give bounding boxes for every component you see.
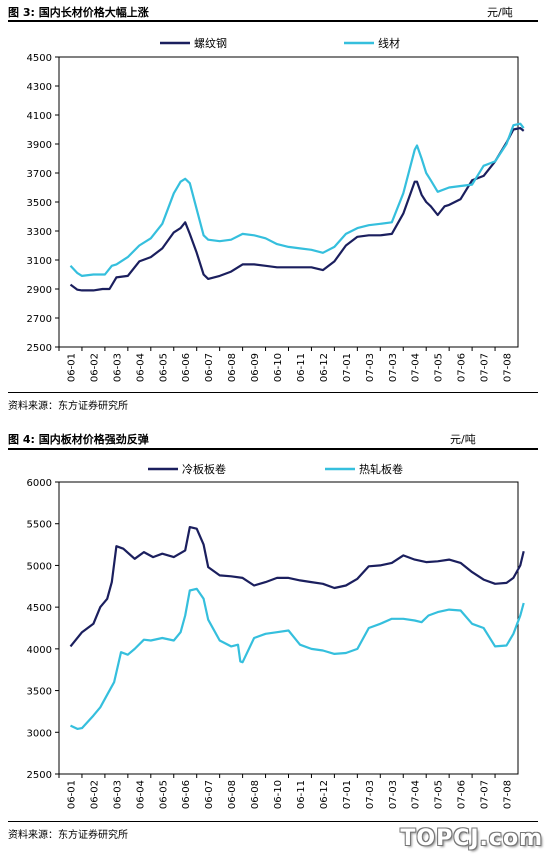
y-tick-label: 2900 xyxy=(27,285,52,296)
x-tick-label: 07-06 xyxy=(457,353,468,382)
x-tick-label: 06-05 xyxy=(158,780,169,809)
x-tick-label: 07-05 xyxy=(434,780,445,809)
y-tick-label: 3500 xyxy=(27,687,52,698)
y-tick-label: 4500 xyxy=(27,53,52,64)
legend-label-0: 冷板板卷 xyxy=(182,462,226,476)
series-line-1 xyxy=(70,587,525,731)
y-tick-label: 2700 xyxy=(27,314,52,325)
chart2-source: 资料来源：东方证券研究所 xyxy=(8,830,128,841)
y-tick-label: 3500 xyxy=(27,198,52,209)
x-tick-label: 07-04 xyxy=(411,780,422,809)
chart1-svg: 2500 2700 2900 3100 3300 3500 3700 3900 4100 4300… xyxy=(27,36,525,382)
x-tick-label: 06-10 xyxy=(273,353,284,382)
x-tick-label: 06-07 xyxy=(204,353,215,382)
watermark-logo: TOPCJ.com xyxy=(400,826,543,851)
y-tick-label: 4500 xyxy=(27,603,52,614)
x-tick-label: 06-06 xyxy=(181,353,192,382)
x-tick-label: 07-03 xyxy=(388,780,399,809)
x-tick-label: 06-03 xyxy=(112,353,123,382)
y-tick-label: 3700 xyxy=(27,169,52,180)
y-tick-label: 2500 xyxy=(27,770,52,781)
series-line-0 xyxy=(69,127,525,292)
x-tick-label: 06-05 xyxy=(158,353,169,382)
x-tick-label: 06-01 xyxy=(66,353,77,382)
legend-label-0: 螺纹钢 xyxy=(194,36,227,50)
x-tick-label: 07-07 xyxy=(480,780,491,809)
x-tick-label: 06-02 xyxy=(89,353,100,382)
x-tick-label: 06-12 xyxy=(319,780,330,809)
x-tick-label: 07-08 xyxy=(503,353,514,382)
chart1-source: 资料来源：东方证券研究所 xyxy=(8,401,128,412)
y-tick-label: 4000 xyxy=(27,645,52,656)
y-tick-label: 6000 xyxy=(27,478,52,489)
plot-area xyxy=(58,481,519,775)
x-tick-label: 07-03 xyxy=(365,780,376,809)
y-tick-label: 3000 xyxy=(27,728,52,739)
y-tick-label: 3300 xyxy=(27,227,52,238)
x-tick-label: 07-01 xyxy=(342,780,353,809)
series-line-1 xyxy=(69,122,525,277)
chart2-bottom-rule xyxy=(8,821,538,822)
y-tick-label: 2500 xyxy=(27,343,52,354)
y-tick-label: 5000 xyxy=(27,561,52,572)
x-tick-label: 06-08 xyxy=(250,780,261,809)
x-tick-label: 07-08 xyxy=(503,780,514,809)
series-line-0 xyxy=(69,525,525,648)
x-tick-label: 07-03 xyxy=(365,353,376,382)
x-tick-label: 06-03 xyxy=(112,780,123,809)
chart1-bottom-rule xyxy=(8,392,538,393)
x-tick-label: 06-12 xyxy=(319,353,330,382)
x-tick-label: 06-04 xyxy=(135,353,146,382)
x-tick-label: 06-08 xyxy=(227,780,238,809)
y-tick-label: 3100 xyxy=(27,256,52,267)
y-tick-label: 4300 xyxy=(27,82,52,93)
y-tick-label: 3900 xyxy=(27,140,52,151)
x-tick-label: 07-04 xyxy=(411,353,422,382)
x-tick-label: 07-03 xyxy=(388,353,399,382)
chart2-unit: 元/吨 xyxy=(450,433,476,446)
x-tick-label: 06-06 xyxy=(181,780,192,809)
x-tick-label: 06-01 xyxy=(66,780,77,809)
y-tick-label: 5500 xyxy=(27,520,52,531)
x-tick-label: 06-11 xyxy=(296,353,307,382)
x-tick-label: 07-07 xyxy=(480,353,491,382)
x-tick-label: 06-07 xyxy=(204,780,215,809)
x-tick-label: 06-08 xyxy=(227,353,238,382)
x-tick-label: 07-01 xyxy=(342,353,353,382)
chart1-top-rule xyxy=(8,20,538,22)
y-tick-label: 4100 xyxy=(27,111,52,122)
legend-label-1: 热轧板卷 xyxy=(359,462,403,476)
x-tick-label: 06-11 xyxy=(296,780,307,809)
legend-label-1: 线材 xyxy=(378,36,400,50)
chart2-title: 图 4: 国内板材价格强劲反弹 xyxy=(8,433,149,446)
chart2-top-rule xyxy=(8,448,538,450)
x-tick-label: 06-10 xyxy=(273,780,284,809)
x-tick-label: 06-02 xyxy=(89,780,100,809)
chart1-unit: 元/吨 xyxy=(487,6,513,19)
x-tick-label: 07-05 xyxy=(434,353,445,382)
x-tick-label: 06-09 xyxy=(250,353,261,382)
x-tick-label: 07-06 xyxy=(457,780,468,809)
chart1-title: 图 3: 国内长材价格大幅上涨 xyxy=(8,6,149,19)
x-tick-label: 06-04 xyxy=(135,780,146,809)
